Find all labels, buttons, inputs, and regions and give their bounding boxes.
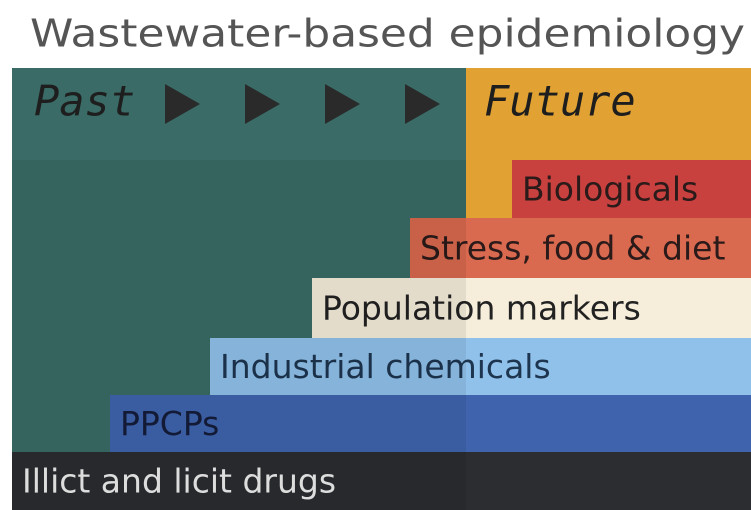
layer-label: Illict and licit drugs (22, 462, 336, 501)
layer-label: Population markers (322, 289, 641, 328)
layers: Biologicals Stress, food & diet Population… (12, 160, 751, 510)
layer-bar (312, 278, 751, 338)
past-label: Past (34, 77, 135, 126)
layer-label: Biologicals (522, 170, 698, 209)
title: Wastewater-based epidemiology (30, 12, 745, 56)
layer-label: PPCPs (120, 404, 219, 443)
future-label: Future (484, 77, 636, 126)
arrow (325, 84, 360, 124)
arrow (405, 84, 440, 124)
layer-bar (210, 338, 751, 395)
arrow (245, 84, 280, 124)
layer-bar (12, 452, 751, 510)
layer-bar (410, 218, 751, 278)
layer-label: Stress, food & diet (420, 229, 725, 268)
layer-bar (512, 160, 751, 218)
arrow (165, 84, 200, 124)
layer-label: Industrial chemicals (220, 347, 551, 386)
layer-bar (110, 395, 751, 452)
arrows (165, 84, 440, 124)
past-shade (12, 160, 466, 510)
